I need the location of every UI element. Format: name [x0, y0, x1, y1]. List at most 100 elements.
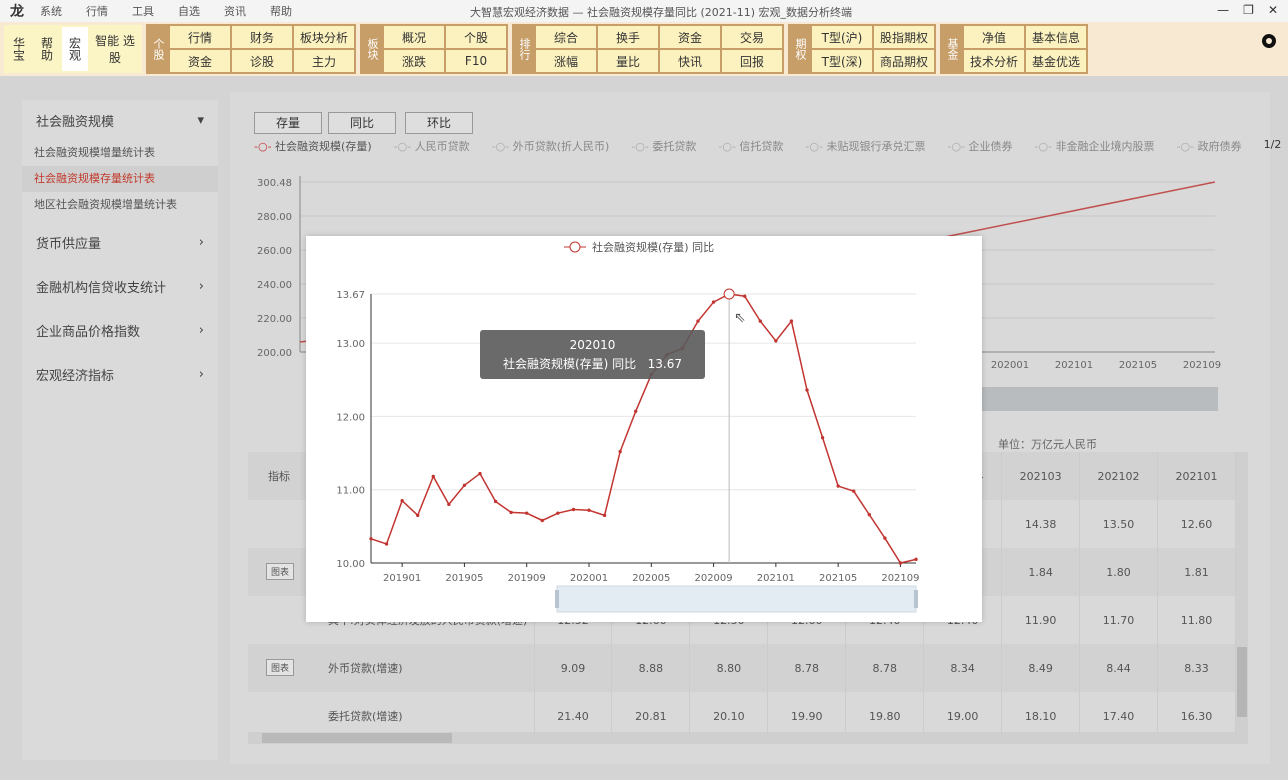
menu-item[interactable]: 行情 — [86, 5, 108, 18]
background-zoom-slider[interactable] — [980, 387, 1218, 411]
toolbar-button[interactable]: 主力 — [294, 50, 355, 72]
column-header[interactable]: 202101 — [1157, 452, 1236, 500]
toolbar-button[interactable]: 股指期权 — [874, 26, 935, 48]
data-point[interactable] — [898, 561, 903, 565]
legend-item[interactable]: -○- 未贴现银行承兑汇票 — [805, 138, 925, 154]
toolbar-button[interactable]: 换手 — [598, 26, 659, 48]
data-point[interactable] — [478, 471, 482, 476]
toolbar-button[interactable]: T型(沪) — [812, 26, 873, 48]
zoom-handle-left[interactable] — [555, 590, 559, 608]
legend-item[interactable]: -○- 非金融企业境内股票 — [1035, 138, 1155, 154]
menu-item[interactable]: 工具 — [132, 5, 154, 18]
data-point[interactable] — [447, 502, 451, 507]
toolbar-button[interactable]: 涨幅 — [536, 50, 597, 72]
sidebar-group[interactable]: 企业商品价格指数 › — [22, 310, 218, 350]
legend-item[interactable]: -○- 社会融资规模(存量) — [254, 138, 372, 154]
close-button[interactable]: ✕ — [1267, 3, 1278, 17]
data-point[interactable] — [602, 513, 607, 518]
zoom-handle-right[interactable] — [914, 590, 918, 608]
horizontal-scrollbar[interactable] — [248, 732, 1236, 744]
sidebar-group[interactable]: 社会融资规模 ▾ — [22, 100, 218, 140]
tab-mom[interactable]: 环比 — [405, 112, 473, 134]
data-point[interactable] — [525, 511, 529, 515]
menu-item[interactable]: 资讯 — [224, 5, 246, 18]
data-point[interactable] — [758, 319, 762, 323]
toolbar-button[interactable]: 诊股 — [232, 50, 292, 72]
data-point[interactable] — [883, 536, 887, 540]
data-point[interactable] — [805, 388, 809, 392]
data-point[interactable] — [696, 319, 700, 323]
toolbar-button[interactable]: 商品期权 — [874, 50, 935, 72]
data-point[interactable] — [416, 513, 420, 518]
column-header[interactable]: 202103 — [1001, 452, 1081, 500]
legend-page[interactable]: 1/2 — [1263, 138, 1282, 151]
data-point[interactable] — [556, 511, 560, 515]
legend-item[interactable]: -○- 政府债券 — [1177, 138, 1242, 154]
data-point[interactable] — [711, 300, 716, 304]
toolbar-button[interactable]: 概况 — [384, 26, 445, 48]
toolbar-button[interactable]: 财务 — [232, 26, 292, 48]
data-point[interactable] — [836, 484, 840, 488]
data-point[interactable] — [852, 489, 856, 493]
toolbar-button[interactable]: 行情 — [170, 26, 230, 48]
sidebar-group[interactable]: 货币供应量 › — [22, 222, 218, 262]
toolbar-button[interactable]: 基金优选 — [1026, 50, 1087, 72]
toolbar-big-button[interactable]: 帮助 — [39, 37, 54, 61]
toolbar-button[interactable]: 个股 — [446, 26, 507, 48]
legend-item[interactable]: -○- 人民币贷款 — [394, 138, 470, 154]
tab-yoy[interactable]: 同比 — [328, 112, 396, 134]
toolbar-button[interactable]: 技术分析 — [964, 50, 1025, 72]
toolbar-big-button[interactable]: 华宝 — [11, 37, 26, 61]
row-chart-button[interactable]: 图表 — [266, 563, 295, 580]
sidebar-item[interactable]: 社会融资规模增量统计表 — [34, 146, 155, 159]
data-point[interactable] — [723, 288, 735, 300]
data-point[interactable] — [618, 449, 622, 454]
toolbar-button[interactable]: 基本信息 — [1026, 26, 1087, 48]
data-point[interactable] — [867, 512, 871, 517]
data-point[interactable] — [914, 557, 918, 562]
data-point[interactable] — [789, 319, 794, 323]
toolbar-button[interactable]: T型(深) — [812, 50, 873, 72]
toolbar-big-button[interactable]: 智能 选股 — [95, 34, 135, 65]
data-point[interactable] — [431, 474, 435, 479]
legend-item[interactable]: -○- 信托贷款 — [718, 138, 783, 154]
data-point[interactable] — [587, 508, 591, 512]
legend-item[interactable]: -○- 委托贷款 — [631, 138, 696, 154]
toolbar-button[interactable]: 综合 — [536, 26, 597, 48]
legend-item[interactable]: 社会融资规模(存量) 同比 — [564, 240, 714, 254]
vertical-scrollbar[interactable] — [1236, 452, 1248, 744]
data-point[interactable] — [493, 499, 498, 504]
data-point[interactable] — [462, 483, 467, 488]
sidebar-item[interactable]: 社会融资规模存量统计表 — [22, 166, 218, 192]
menu-item[interactable]: 自选 — [178, 5, 200, 18]
toolbar-button[interactable]: 量比 — [598, 50, 659, 72]
menu-item[interactable]: 帮助 — [270, 5, 292, 18]
data-point[interactable] — [384, 542, 389, 546]
settings-gear-icon[interactable] — [1262, 34, 1276, 48]
toolbar-button[interactable]: 净值 — [964, 26, 1025, 48]
data-point[interactable] — [743, 294, 747, 298]
toolbar-button[interactable]: 板块分析 — [294, 26, 355, 48]
legend-item[interactable]: -○- 外币贷款(折人民币) — [492, 138, 610, 154]
maximize-button[interactable]: ❐ — [1243, 3, 1254, 17]
data-point[interactable] — [634, 409, 638, 413]
tab-stock[interactable]: 存量 — [254, 112, 322, 134]
toolbar-button[interactable]: F10 — [446, 50, 507, 72]
data-point[interactable] — [774, 339, 778, 343]
data-point[interactable] — [509, 510, 513, 515]
data-point[interactable] — [369, 537, 373, 541]
toolbar-button[interactable]: 回报 — [722, 50, 783, 72]
toolbar-button[interactable]: 资金 — [660, 26, 721, 48]
sidebar-item[interactable]: 地区社会融资规模增量统计表 — [34, 198, 177, 211]
toolbar-button[interactable]: 快讯 — [660, 50, 721, 72]
toolbar-button[interactable]: 交易 — [722, 26, 783, 48]
zoom-slider[interactable] — [556, 585, 917, 613]
minimize-button[interactable]: — — [1217, 3, 1230, 17]
menu-item[interactable]: 系统 — [40, 5, 62, 18]
sidebar-group[interactable]: 金融机构信贷收支统计 › — [22, 266, 218, 306]
toolbar-button[interactable]: 涨跌 — [384, 50, 445, 72]
legend-item[interactable]: -○- 企业债券 — [947, 138, 1012, 154]
row-chart-button[interactable]: 图表 — [266, 659, 295, 676]
data-point[interactable] — [400, 498, 404, 503]
data-point[interactable] — [820, 435, 825, 440]
